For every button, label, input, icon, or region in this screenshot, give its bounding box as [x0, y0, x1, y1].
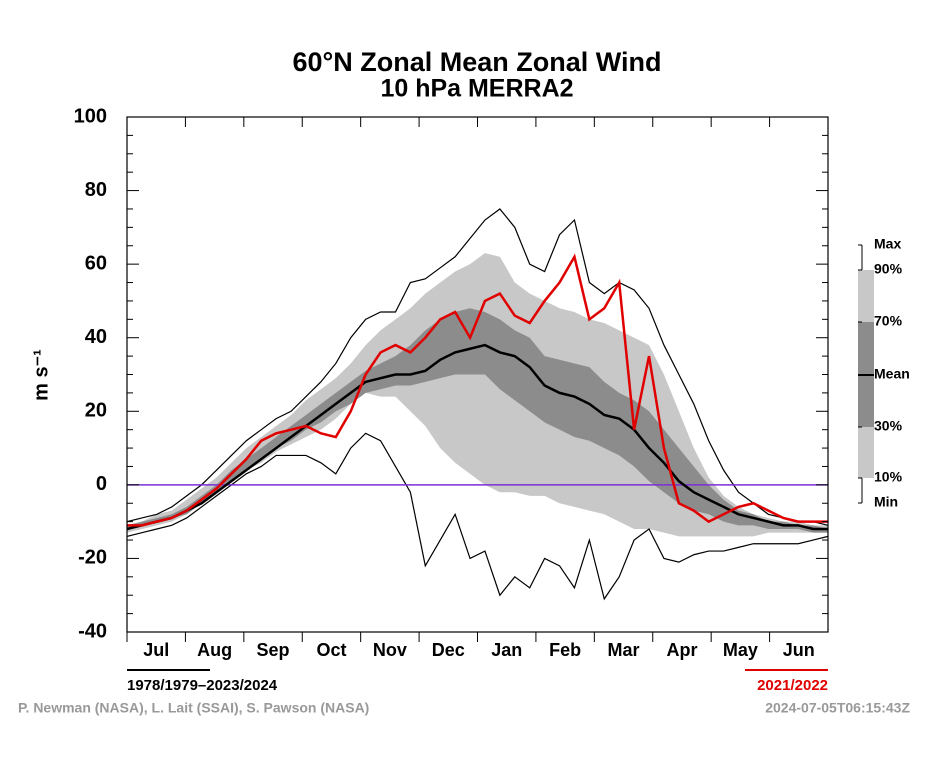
- x-tick-label: Aug: [197, 640, 232, 660]
- legend-label: 1978/1979–2023/2024: [127, 677, 278, 694]
- credits: P. Newman (NASA), L. Lait (SSAI), S. Paw…: [18, 700, 369, 716]
- band-legend-label: Mean: [874, 366, 910, 382]
- x-tick-label: Jan: [491, 640, 522, 660]
- x-tick-label: Oct: [316, 640, 346, 660]
- band-legend-label: 30%: [874, 418, 903, 434]
- band-legend-label: 70%: [874, 313, 903, 329]
- y-axis-label: m s⁻¹: [30, 349, 52, 401]
- x-tick-label: Mar: [608, 640, 640, 660]
- y-tick-label: 20: [85, 400, 107, 422]
- extreme-line: [126, 208, 829, 526]
- band: [127, 253, 828, 537]
- y-tick-label: 60: [85, 252, 107, 274]
- y-tick-label: 80: [85, 179, 107, 201]
- x-tick-label: Sep: [257, 640, 290, 660]
- y-tick-label: 40: [85, 326, 107, 348]
- x-tick-label: Jun: [783, 640, 815, 660]
- legend-label: 2021/2022: [757, 677, 828, 694]
- band: [127, 308, 828, 533]
- x-tick-label: Feb: [549, 640, 581, 660]
- x-tick-label: Jul: [143, 640, 169, 660]
- x-tick-label: May: [723, 640, 758, 660]
- band-legend-label: Max: [874, 236, 901, 252]
- timestamp: 2024-07-05T06:15:43Z: [765, 700, 910, 716]
- mean-line: [126, 343, 828, 531]
- band-legend-label: 90%: [874, 261, 903, 277]
- y-tick-label: 0: [96, 473, 107, 495]
- extreme-line: [126, 432, 829, 601]
- x-tick-label: Apr: [666, 640, 697, 660]
- x-tick-label: Nov: [373, 640, 407, 660]
- y-tick-label: -40: [78, 620, 107, 642]
- season-line: [127, 253, 828, 527]
- x-tick-label: Dec: [432, 640, 465, 660]
- band-legend-label: Min: [874, 494, 898, 510]
- chart-subtitle: 10 hPa MERRA2: [380, 75, 573, 103]
- band-legend-label: 10%: [874, 469, 903, 485]
- y-tick-label: 100: [74, 105, 107, 127]
- chart-title: 60°N Zonal Mean Zonal Wind: [292, 47, 661, 77]
- y-tick-label: -20: [78, 547, 107, 569]
